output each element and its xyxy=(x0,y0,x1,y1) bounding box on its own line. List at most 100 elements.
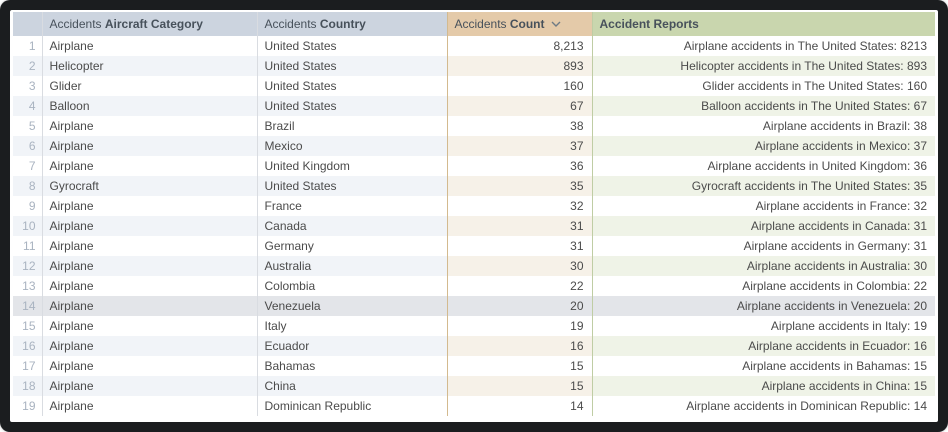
country-cell: Bahamas xyxy=(256,356,447,376)
row-number-cell: 19 xyxy=(13,396,42,416)
table-row[interactable]: 7 Airplane United Kingdom 36 Airplane accide… xyxy=(13,156,935,176)
count-cell: 22 xyxy=(446,276,592,296)
aircraft-category-cell: Airplane xyxy=(41,356,257,376)
table-row[interactable]: 13 Airplane Colombia 22 Airplane accidents i… xyxy=(13,276,935,296)
accident-report-cell: Gyrocraft accidents in The United States… xyxy=(591,176,935,196)
row-number-cell: 14 xyxy=(13,296,42,316)
column-label: Country xyxy=(319,16,366,31)
accidents-table: Accidents Aircraft Category Accidents Cou… xyxy=(13,12,935,416)
count-cell: 35 xyxy=(446,176,592,196)
column-label: Aircraft Category xyxy=(104,16,203,31)
column-prefix: Accidents xyxy=(49,16,105,31)
aircraft-category-cell: Airplane xyxy=(41,216,257,236)
aircraft-category-cell: Gyrocraft xyxy=(41,176,257,196)
table-row[interactable]: 3 Glider United States 160 Glider accidents … xyxy=(13,76,935,96)
table-row[interactable]: 19 Airplane Dominican Republic 14 Airplane a… xyxy=(13,396,935,416)
aircraft-category-cell: Airplane xyxy=(41,236,257,256)
column-header-category[interactable]: Accidents Aircraft Category xyxy=(41,12,257,36)
count-cell: 893 xyxy=(446,56,592,76)
row-number-cell: 11 xyxy=(13,236,42,256)
table-row[interactable]: 17 Airplane Bahamas 15 Airplane accidents in… xyxy=(13,356,935,376)
count-cell: 38 xyxy=(446,116,592,136)
country-cell: Ecuador xyxy=(256,336,447,356)
header-row: Accidents Aircraft Category Accidents Cou… xyxy=(13,12,935,36)
table-row[interactable]: 10 Airplane Canada 31 Airplane accidents in … xyxy=(13,216,935,236)
column-prefix: Accidents xyxy=(264,16,320,31)
country-cell: United States xyxy=(256,36,447,56)
table-row[interactable]: 16 Airplane Ecuador 16 Airplane accidents in… xyxy=(13,336,935,356)
country-cell: France xyxy=(256,196,447,216)
row-number-cell: 13 xyxy=(13,276,42,296)
table-row[interactable]: 12 Airplane Australia 30 Airplane accidents … xyxy=(13,256,935,276)
country-cell: United States xyxy=(256,96,447,116)
count-cell: 30 xyxy=(446,256,592,276)
aircraft-category-cell: Balloon xyxy=(41,96,257,116)
aircraft-category-cell: Airplane xyxy=(41,116,257,136)
accident-report-cell: Airplane accidents in Canada: 31 xyxy=(591,216,935,236)
column-label: Count xyxy=(509,17,545,31)
row-number-cell: 1 xyxy=(13,36,42,56)
accident-report-cell: Airplane accidents in United Kingdom: 36 xyxy=(591,156,935,176)
accident-report-cell: Airplane accidents in Bahamas: 15 xyxy=(591,356,935,376)
accident-report-cell: Airplane accidents in Australia: 30 xyxy=(591,256,935,276)
count-cell: 31 xyxy=(446,216,592,236)
table-row[interactable]: 6 Airplane Mexico 37 Airplane accidents in M… xyxy=(13,136,935,156)
row-number-cell: 17 xyxy=(13,356,42,376)
accident-report-cell: Airplane accidents in Colombia: 22 xyxy=(591,276,935,296)
aircraft-category-cell: Airplane xyxy=(41,156,257,176)
table-row[interactable]: 5 Airplane Brazil 38 Airplane accidents in B… xyxy=(13,116,935,136)
table-row[interactable]: 1 Airplane United States 8,213 Airplane acci… xyxy=(13,36,935,56)
table-row[interactable]: 18 Airplane China 15 Airplane accidents in C… xyxy=(13,376,935,396)
table-row[interactable]: 4 Balloon United States 67 Balloon accidents… xyxy=(13,96,935,116)
row-number-cell: 6 xyxy=(13,136,42,156)
country-cell: Dominican Republic xyxy=(256,396,447,416)
table-body: 1 Airplane United States 8,213 Airplane acci… xyxy=(13,36,935,416)
count-cell: 19 xyxy=(446,316,592,336)
column-prefix: Accidents xyxy=(454,17,510,31)
count-cell: 8,213 xyxy=(446,36,592,56)
accident-report-cell: Airplane accidents in Brazil: 38 xyxy=(591,116,935,136)
row-number-cell: 5 xyxy=(13,116,42,136)
country-cell: United States xyxy=(256,56,447,76)
accident-report-cell: Airplane accidents in France: 32 xyxy=(591,196,935,216)
accident-report-cell: Airplane accidents in Mexico: 37 xyxy=(591,136,935,156)
aircraft-category-cell: Airplane xyxy=(41,316,257,336)
aircraft-category-cell: Airplane xyxy=(41,36,257,56)
aircraft-category-cell: Airplane xyxy=(41,196,257,216)
count-cell: 37 xyxy=(446,136,592,156)
country-cell: Germany xyxy=(256,236,447,256)
aircraft-category-cell: Glider xyxy=(41,76,257,96)
row-number-cell: 7 xyxy=(13,156,42,176)
column-header-reports[interactable]: Accident Reports xyxy=(591,12,935,36)
accident-report-cell: Helicopter accidents in The United State… xyxy=(591,56,935,76)
count-cell: 14 xyxy=(446,396,592,416)
row-number-column-header xyxy=(13,12,42,36)
accident-report-cell: Airplane accidents in Germany: 31 xyxy=(591,236,935,256)
count-cell: 20 xyxy=(446,296,592,316)
aircraft-category-cell: Airplane xyxy=(41,136,257,156)
table-row[interactable]: 2 Helicopter United States 893 Helicopter ac… xyxy=(13,56,935,76)
country-cell: United States xyxy=(256,76,447,96)
table-row[interactable]: 11 Airplane Germany 31 Airplane accidents in… xyxy=(13,236,935,256)
country-cell: United Kingdom xyxy=(256,156,447,176)
table-row[interactable]: 14 Airplane Venezuela 20 Airplane accidents … xyxy=(13,296,935,316)
aircraft-category-cell: Helicopter xyxy=(41,56,257,76)
aircraft-category-cell: Airplane xyxy=(41,376,257,396)
table-row[interactable]: 15 Airplane Italy 19 Airplane accidents in I… xyxy=(13,316,935,336)
aircraft-category-cell: Airplane xyxy=(41,256,257,276)
column-header-count[interactable]: Accidents Count xyxy=(446,12,592,36)
row-number-cell: 15 xyxy=(13,316,42,336)
column-header-country[interactable]: Accidents Country xyxy=(256,12,447,36)
country-cell: Italy xyxy=(256,316,447,336)
row-number-cell: 4 xyxy=(13,96,42,116)
accident-report-cell: Balloon accidents in The United States: … xyxy=(591,96,935,116)
table-row[interactable]: 8 Gyrocraft United States 35 Gyrocraft accid… xyxy=(13,176,935,196)
aircraft-category-cell: Airplane xyxy=(41,276,257,296)
table-row[interactable]: 9 Airplane France 32 Airplane accidents in F… xyxy=(13,196,935,216)
count-cell: 160 xyxy=(446,76,592,96)
aircraft-category-cell: Airplane xyxy=(41,336,257,356)
country-cell: Venezuela xyxy=(256,296,447,316)
count-cell: 31 xyxy=(446,236,592,256)
count-cell: 16 xyxy=(446,336,592,356)
